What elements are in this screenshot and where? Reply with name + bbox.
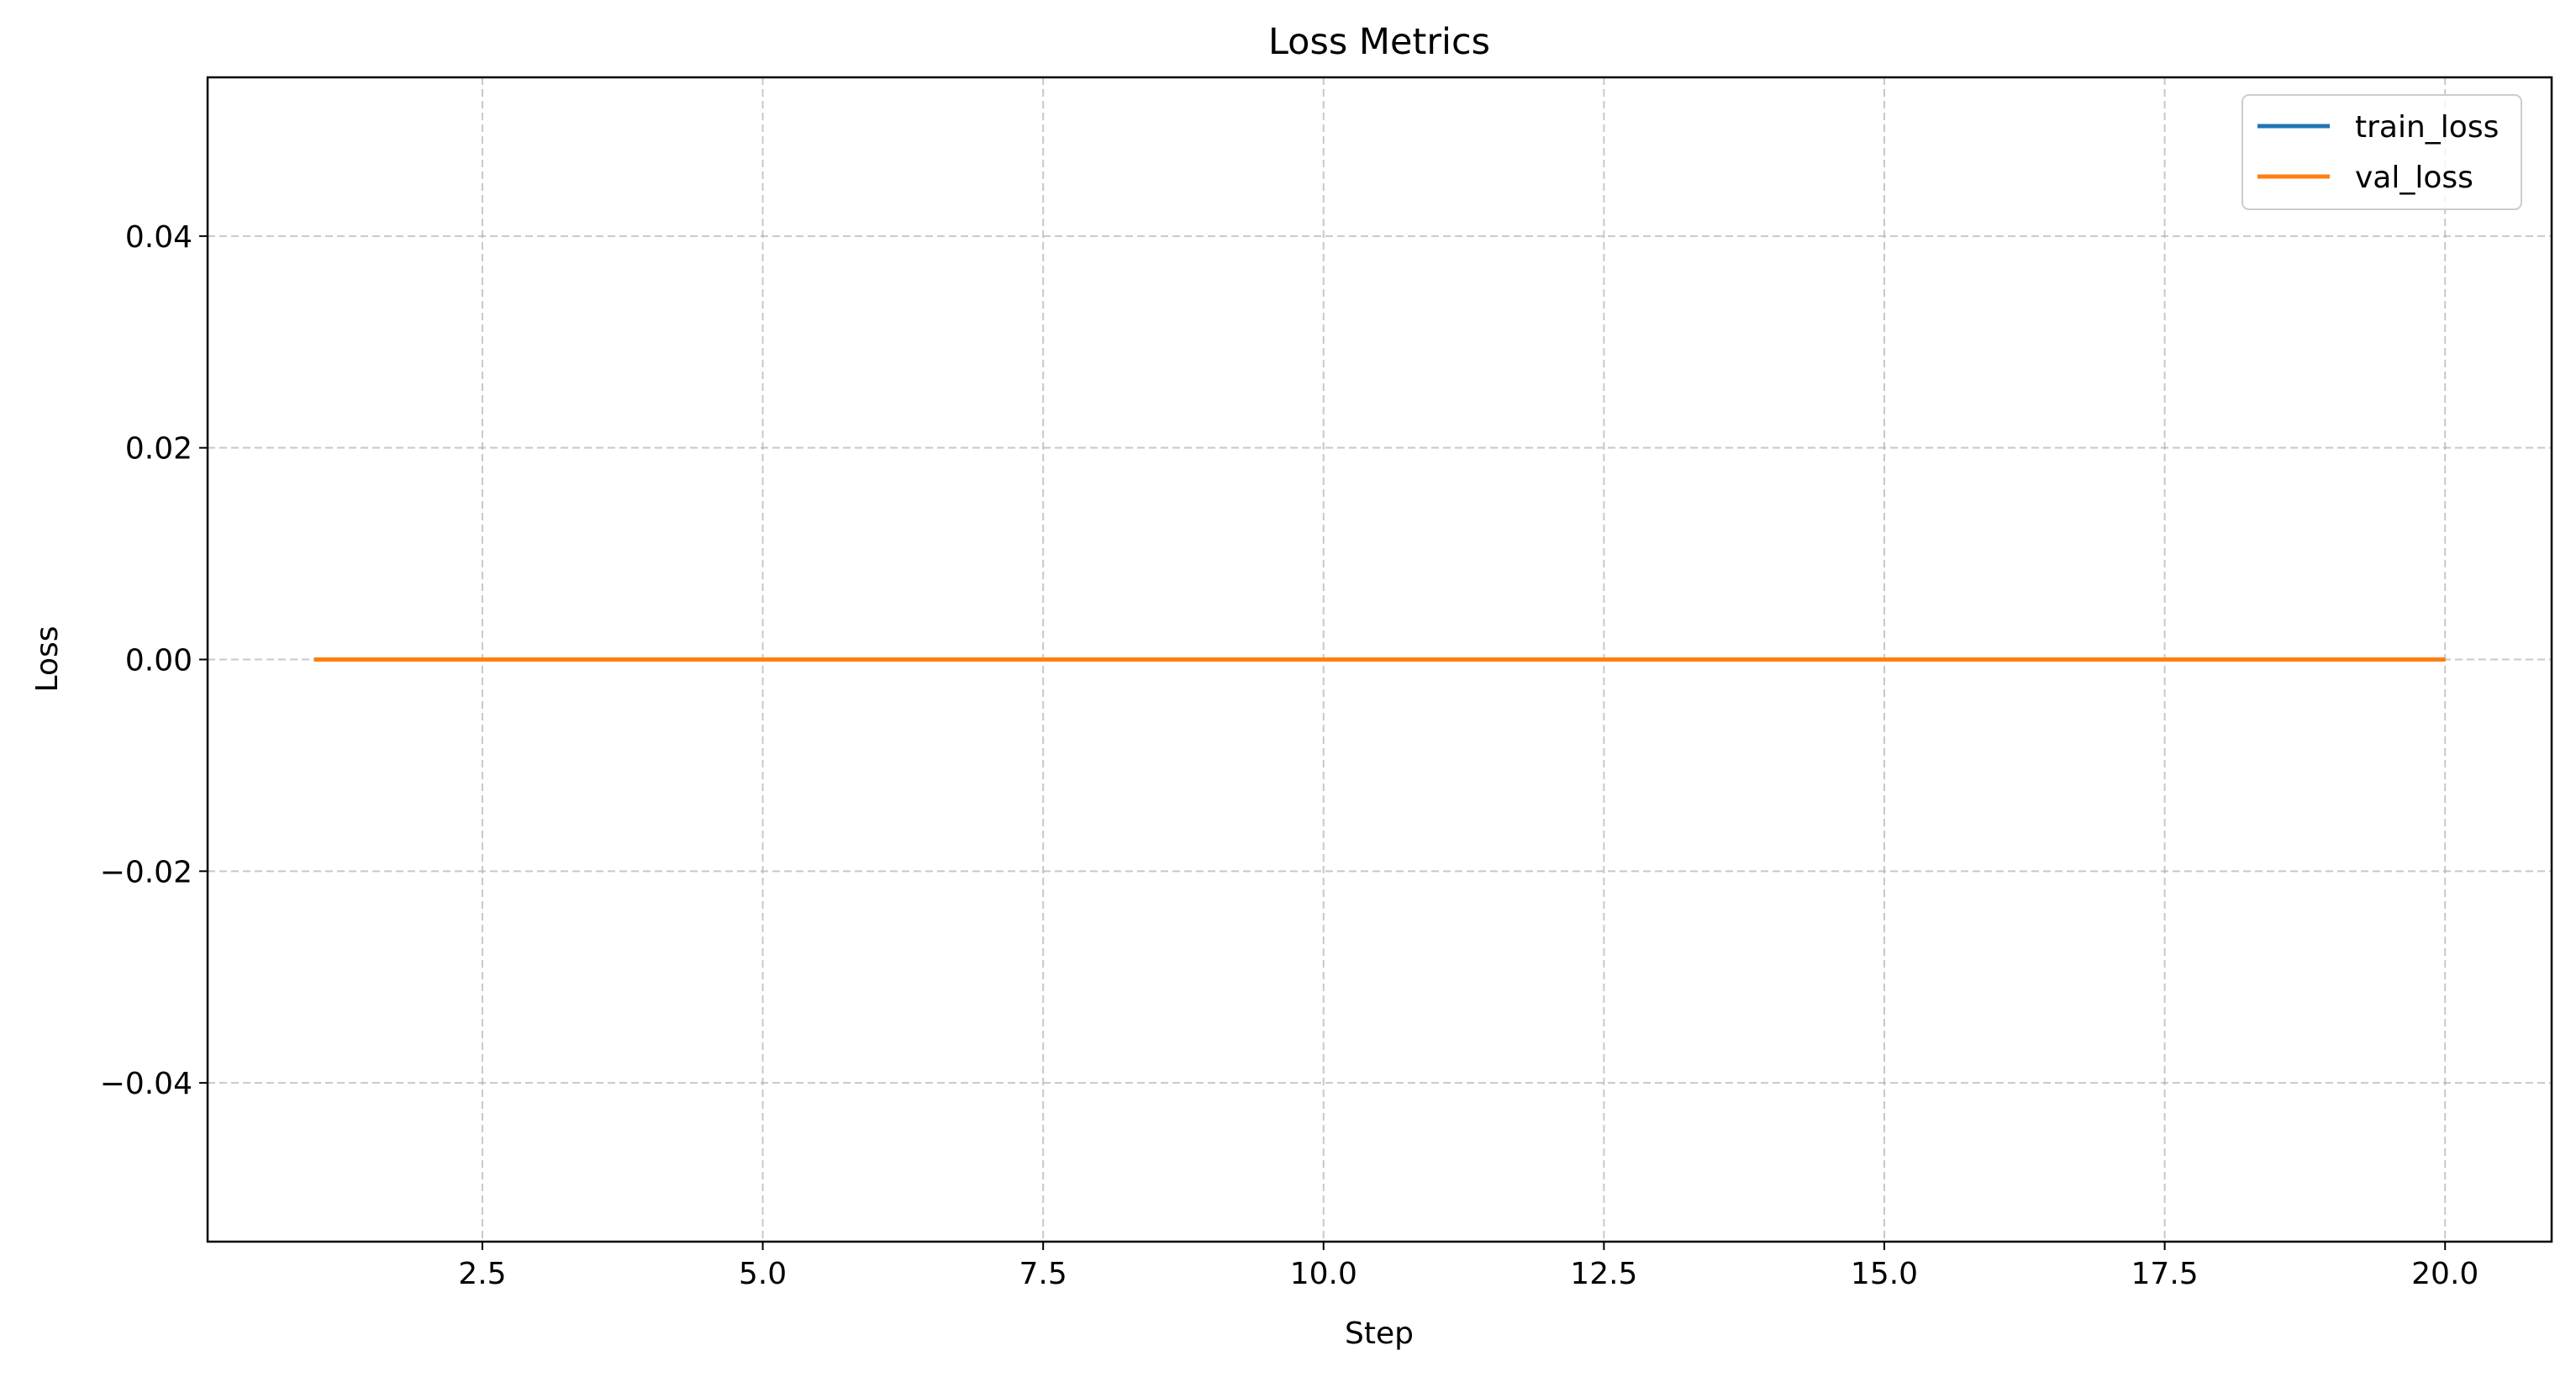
x-tick-label-15-0: 15.0 (1851, 1257, 1918, 1291)
y-tick-label-3: 0.02 (125, 432, 192, 467)
x-axis-label: Step (1345, 1316, 1414, 1351)
x-tick-label-12-5: 12.5 (1570, 1257, 1637, 1291)
x-tick-label-7-5: 7.5 (1019, 1257, 1067, 1291)
x-tick-label-5-0: 5.0 (739, 1257, 787, 1291)
y-axis-ticks: −0.04 −0.02 0.00 0.02 0.04 (100, 220, 208, 1101)
chart-title: Loss Metrics (1268, 21, 1490, 63)
y-tick-label-1: −0.02 (100, 855, 192, 889)
y-tick-label-0: −0.04 (100, 1067, 192, 1101)
y-tick-label-2: 0.00 (125, 644, 192, 678)
legend-label-train-loss: train_loss (2355, 110, 2499, 145)
legend-label-val-loss: val_loss (2355, 161, 2473, 195)
legend: train_loss val_loss (2241, 94, 2522, 210)
y-tick-label-4: 0.04 (125, 220, 192, 255)
x-tick-label-2-5: 2.5 (458, 1257, 506, 1291)
legend-box (2241, 94, 2522, 210)
y-axis-label: Loss (30, 626, 65, 693)
x-tick-label-20-0: 20.0 (2411, 1257, 2479, 1291)
x-axis-ticks: 2.5 5.0 7.5 10.0 12.5 15.0 17.5 20.0 (458, 1242, 2479, 1291)
x-tick-label-10-0: 10.0 (1290, 1257, 1357, 1291)
x-tick-label-17-5: 17.5 (2131, 1257, 2199, 1291)
